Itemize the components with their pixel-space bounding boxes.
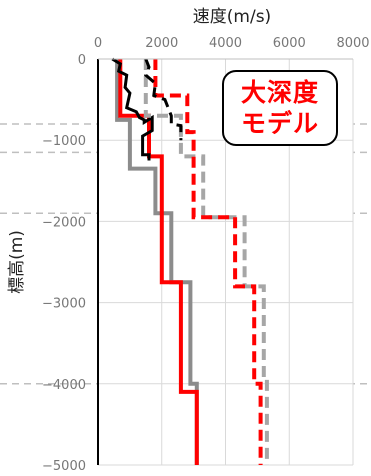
x-tick-label: 2000 (145, 36, 178, 51)
x-axis-title: 速度(m/s) (193, 7, 271, 27)
x-tick-label: 4000 (209, 36, 242, 51)
y-tick-label: −1000 (42, 134, 86, 149)
y-tick-label: 0 (78, 53, 86, 68)
annotation-line-2: モデル (240, 109, 319, 138)
series-line-4 (143, 59, 269, 465)
y-tick-label: −2000 (42, 215, 86, 230)
x-tick-label: 8000 (336, 36, 369, 51)
x-tick-label: 6000 (273, 36, 306, 51)
axes: 0 2000 4000 6000 8000 0 −1000 −2000 −3000 −4000 −5… (42, 36, 370, 474)
y-tick-label: −3000 (42, 297, 86, 312)
y-axis-title: 標高(m) (7, 230, 27, 294)
x-tick-label: 0 (94, 36, 102, 51)
series-line-3 (111, 57, 154, 161)
y-tick-label: −5000 (42, 459, 86, 474)
series-line-6 (144, 58, 183, 141)
y-tick-label: −4000 (42, 378, 86, 393)
model-annotation-box: 大深度 モデル (222, 70, 338, 146)
series-group (111, 57, 269, 465)
annotation-line-1: 大深度 (240, 78, 319, 107)
